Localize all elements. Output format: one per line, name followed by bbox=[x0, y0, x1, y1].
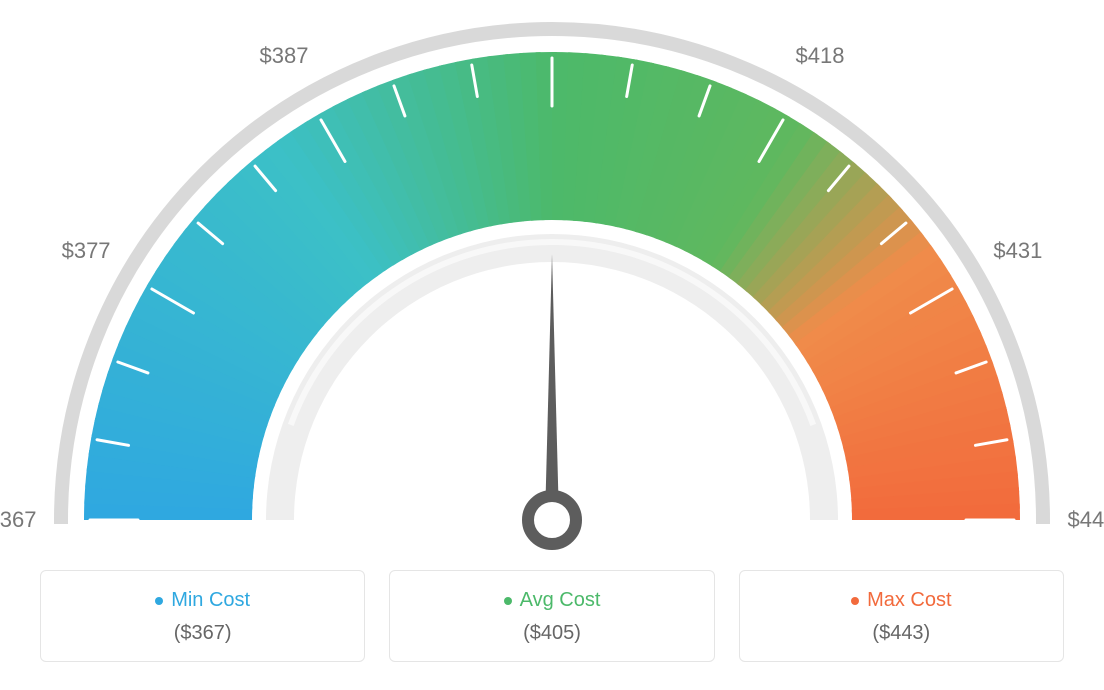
legend-max-label: Max Cost bbox=[851, 589, 951, 612]
dot-icon bbox=[504, 597, 512, 605]
legend-row: Min Cost ($367) Avg Cost ($405) Max Cost… bbox=[0, 570, 1104, 662]
gauge-tick-label: $443 bbox=[1068, 507, 1104, 533]
legend-max-text: Max Cost bbox=[867, 589, 951, 612]
dot-icon bbox=[155, 597, 163, 605]
legend-min-label: Min Cost bbox=[155, 589, 250, 612]
gauge-tick-label: $377 bbox=[62, 238, 111, 264]
dot-icon bbox=[851, 597, 859, 605]
legend-avg-value: ($405) bbox=[400, 622, 703, 645]
gauge-tick-label: $387 bbox=[260, 43, 309, 69]
gauge-chart: $367 $377 $387 $405 $418 $431 $443 bbox=[0, 0, 1104, 560]
legend-avg-text: Avg Cost bbox=[520, 589, 601, 612]
gauge-tick-label: $431 bbox=[993, 238, 1042, 264]
legend-avg-label: Avg Cost bbox=[504, 589, 601, 612]
legend-min-text: Min Cost bbox=[171, 589, 250, 612]
gauge-tick-label: $405 bbox=[528, 0, 577, 3]
legend-max-value: ($443) bbox=[750, 622, 1053, 645]
legend-min-value: ($367) bbox=[51, 622, 354, 645]
legend-min: Min Cost ($367) bbox=[40, 570, 365, 662]
gauge-svg bbox=[0, 0, 1104, 560]
legend-max: Max Cost ($443) bbox=[739, 570, 1064, 662]
legend-avg: Avg Cost ($405) bbox=[389, 570, 714, 662]
gauge-tick-label: $418 bbox=[796, 43, 845, 69]
gauge-tick-label: $367 bbox=[0, 507, 36, 533]
